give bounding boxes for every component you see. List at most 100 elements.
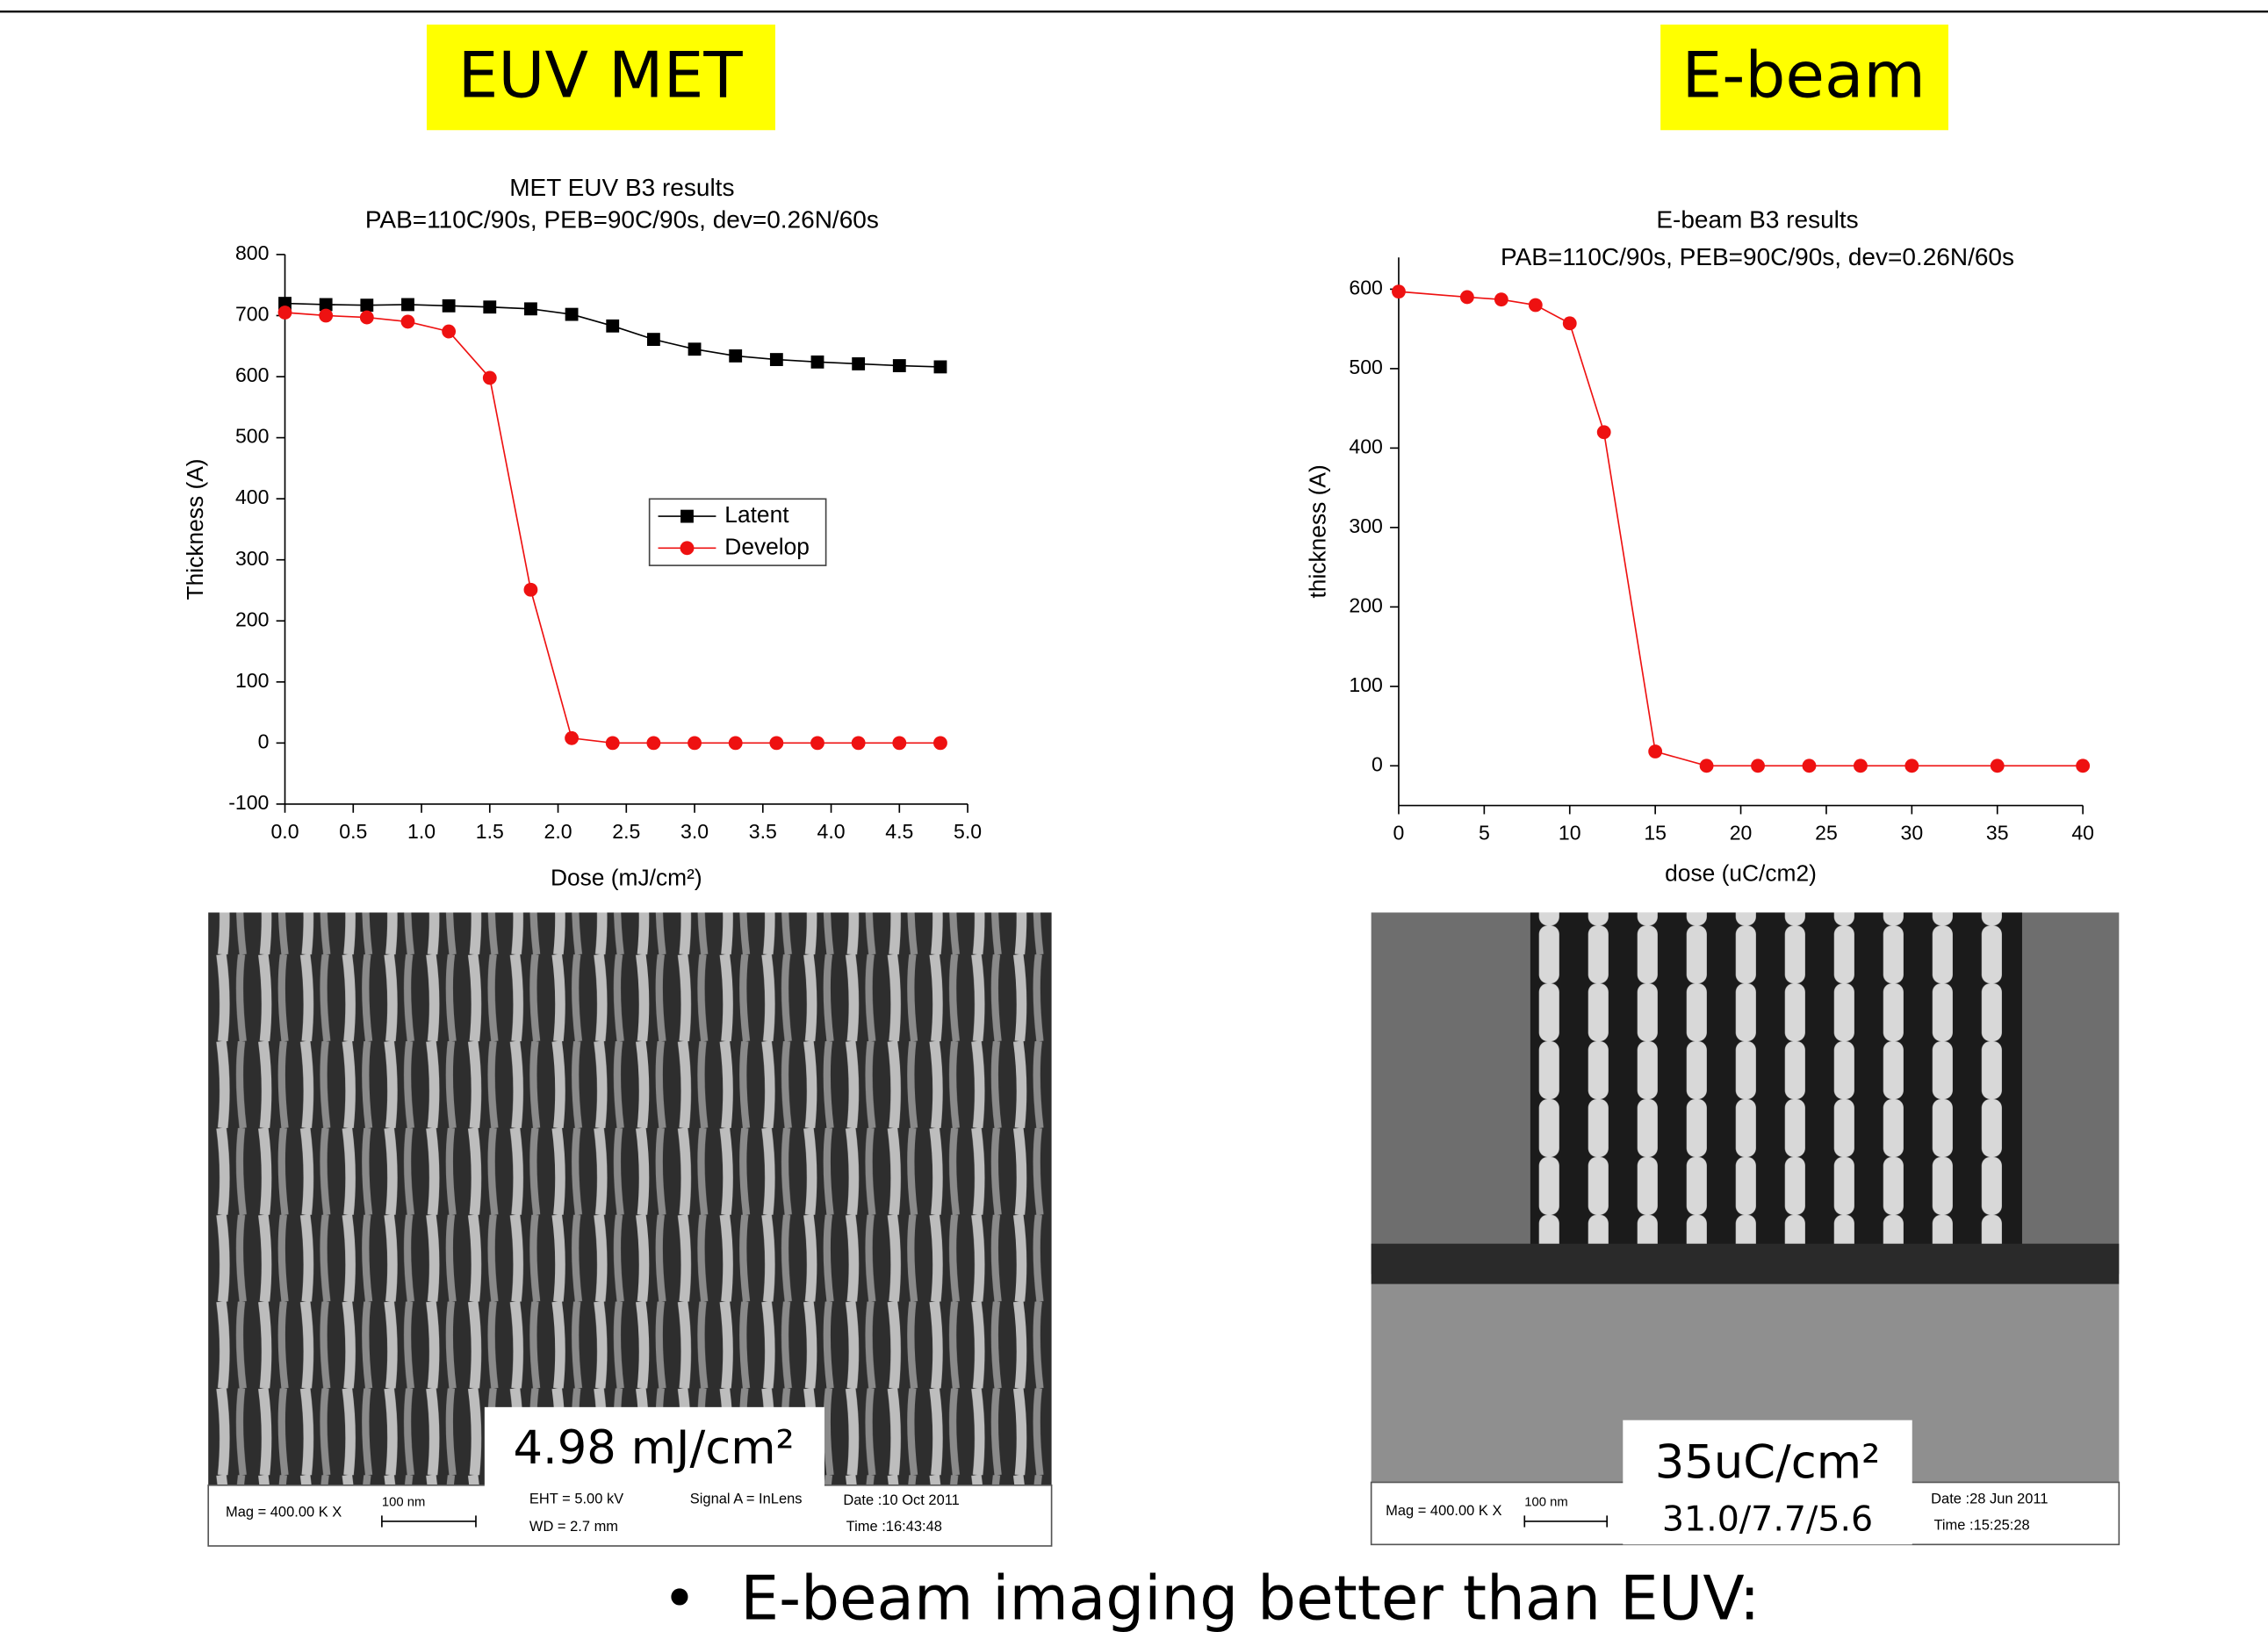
- marker: [1596, 425, 1611, 440]
- x-tick-label: 10: [1559, 822, 1581, 845]
- marker: [1562, 316, 1577, 331]
- marker: [1648, 744, 1663, 758]
- info: Mag = 400.00 K X: [1386, 1503, 1501, 1519]
- heading-box: [1660, 25, 1948, 131]
- label-box: [1623, 1420, 1912, 1545]
- marker: [2076, 758, 2091, 773]
- series-line: [284, 312, 940, 744]
- y-tick-label: 800: [235, 241, 269, 264]
- x-tick-label: 5: [1479, 822, 1490, 845]
- x-tick-label: 0.5: [339, 820, 367, 843]
- sem-base: [1371, 1243, 2120, 1284]
- marker: [688, 342, 702, 356]
- cd-label: 31.0/7.7/5.6: [1662, 1499, 1873, 1539]
- heading-box: [426, 25, 775, 131]
- marker: [1990, 758, 2005, 773]
- sem-image: Mag = 400.00 K X 100 nm EHT = 5.00 kV WD…: [207, 912, 1053, 1547]
- marker: [605, 736, 620, 751]
- x-tick-label: 1.5: [476, 820, 504, 843]
- sem-lines: [208, 912, 1052, 1485]
- y-tick-label: -100: [228, 791, 269, 814]
- y-tick-label: 100: [235, 669, 269, 692]
- marker: [1494, 292, 1508, 307]
- info: Signal A = InLens: [690, 1492, 803, 1507]
- x-axis-label: Dose (mJ/cm²): [551, 865, 702, 891]
- x-tick-label: 15: [1644, 822, 1667, 845]
- x-tick-label: 40: [2071, 822, 2094, 845]
- x-tick-label: 25: [1815, 822, 1838, 845]
- y-tick-label: 200: [1349, 593, 1382, 616]
- info: Time :16:43:48: [846, 1519, 942, 1535]
- y-tick-label: 500: [1349, 356, 1382, 378]
- info: Date :10 Oct 2011: [843, 1492, 959, 1508]
- x-tick-label: 4.0: [817, 820, 846, 843]
- dose-label: 4.98 mJ/cm²: [513, 1421, 794, 1475]
- y-tick-label: 600: [1349, 277, 1382, 299]
- y-tick-label: 500: [235, 425, 269, 448]
- y-tick-label: 400: [1349, 435, 1382, 457]
- marker: [442, 298, 456, 313]
- marker: [319, 308, 334, 323]
- marker: [1854, 758, 1868, 773]
- marker: [1802, 758, 1817, 773]
- marker: [892, 736, 907, 751]
- marker: [1528, 298, 1543, 313]
- scale-bar: [1523, 1515, 1608, 1528]
- marker: [442, 324, 457, 339]
- marker: [359, 310, 374, 325]
- marker: [565, 307, 579, 321]
- sem-lines: [1530, 912, 2022, 1246]
- x-tick-label: 0.0: [271, 820, 299, 843]
- x-tick-label: 30: [1901, 822, 1924, 845]
- chart-title: MET EUV B3 results: [509, 174, 734, 201]
- legend-label: Develop: [724, 533, 810, 559]
- bullet: E-beam imaging better than EUV:: [740, 1564, 1760, 1632]
- info: EHT = 5.00 kV: [529, 1492, 623, 1507]
- marker: [319, 298, 333, 312]
- marker: [1459, 290, 1474, 305]
- x-tick-label: 20: [1730, 822, 1753, 845]
- marker: [688, 736, 702, 751]
- y-axis-label: thickness (A): [1304, 464, 1330, 598]
- scale-bar: [381, 1515, 477, 1528]
- series-line: [284, 302, 940, 368]
- chart-title: E-beam B3 results: [1656, 205, 1858, 233]
- info: Mag = 400.00 K X: [226, 1504, 342, 1520]
- marker: [851, 736, 866, 751]
- y-tick-label: 300: [235, 547, 269, 570]
- marker: [1751, 758, 1765, 773]
- series-line: [1398, 291, 2084, 767]
- y-tick-label: 700: [235, 303, 269, 326]
- marker: [729, 349, 743, 363]
- x-tick-label: 3.0: [680, 820, 709, 843]
- y-axis-label: Thickness (A): [182, 458, 208, 600]
- info-bar: [207, 1484, 1053, 1547]
- marker: [680, 509, 694, 523]
- dose-label: 35uC/cm²: [1655, 1435, 1880, 1489]
- info: 100 nm: [382, 1495, 425, 1509]
- marker: [933, 736, 947, 751]
- bullet-dot: •: [662, 1564, 696, 1632]
- info: 100 nm: [1524, 1495, 1567, 1509]
- chart-subtitle: PAB=110C/90s, PEB=90C/90s, dev=0.26N/60s: [1501, 243, 2014, 270]
- marker: [810, 355, 824, 369]
- info: Date :28 Jun 2011: [1931, 1492, 2048, 1507]
- label-box: [484, 1406, 824, 1489]
- legend-label: Latent: [724, 501, 789, 528]
- marker: [400, 314, 415, 329]
- marker: [524, 302, 537, 316]
- marker: [1699, 758, 1714, 773]
- marker: [565, 730, 579, 745]
- y-tick-label: 100: [1349, 673, 1382, 696]
- x-tick-label: 2.5: [612, 820, 640, 843]
- info: Time :15:25:28: [1933, 1517, 2029, 1533]
- x-tick-label: 2.0: [544, 820, 572, 843]
- marker: [1392, 284, 1406, 299]
- heading: E-beam: [1681, 40, 1926, 113]
- marker: [933, 360, 947, 374]
- sem-image: Mag = 400.00 K X 100 nm Date :28 Jun 201…: [1370, 912, 2120, 1546]
- y-tick-label: 400: [235, 485, 269, 508]
- x-tick-label: 5.0: [954, 820, 982, 843]
- marker: [646, 333, 660, 347]
